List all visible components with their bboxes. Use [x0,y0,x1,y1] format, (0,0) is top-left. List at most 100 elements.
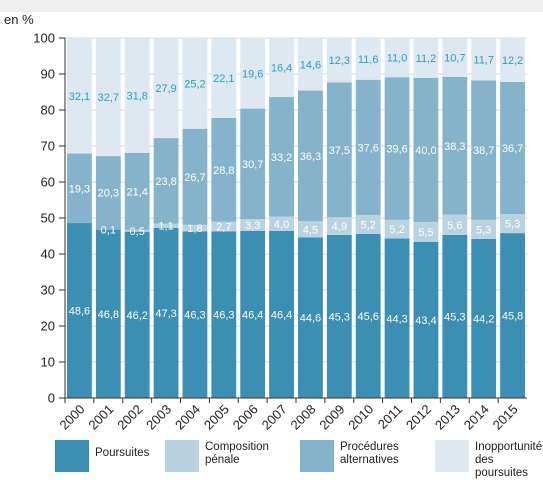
data-label: 45,3 [329,311,350,323]
data-label: 5,3 [476,224,491,236]
legend-swatch [435,440,469,472]
data-label: 1,1 [158,221,173,233]
x-tick-label: 2012 [403,402,434,433]
data-label: 25,2 [184,78,205,90]
x-tick-label: 2002 [114,402,145,433]
data-label: 32,1 [69,91,90,103]
data-label: 2,7 [216,221,231,233]
data-label: 32,7 [98,92,119,104]
data-label: 11,0 [387,52,408,64]
data-label: 11,6 [358,54,379,66]
legend-label: Poursuites [95,447,149,460]
data-label: 38,7 [473,145,494,157]
data-label: 46,4 [271,309,292,321]
y-tick-label: 90 [41,67,55,82]
x-tick-label: 2013 [432,402,463,433]
legend-swatch [165,440,199,472]
x-tick-label: 2011 [375,402,405,432]
x-tick-label: 2015 [490,402,521,433]
data-label: 39,6 [386,144,407,156]
data-label: 46,4 [242,309,263,321]
data-label: 28,8 [213,165,234,177]
data-label: 47,3 [155,308,176,320]
data-label: 30,7 [242,159,263,171]
data-label: 45,6 [357,311,378,323]
data-label: 12,3 [329,55,350,67]
x-tick-label: 2010 [345,402,376,433]
data-label: 11,2 [416,53,437,65]
x-tick-label: 2003 [143,402,174,433]
data-label: 11,7 [473,54,494,66]
data-label: 38,3 [444,141,465,153]
y-tick-label: 50 [41,211,55,226]
data-label: 5,2 [389,224,404,236]
data-label: 31,8 [126,91,147,103]
top-band [0,0,543,12]
data-label: 43,4 [415,315,436,327]
data-label: 46,8 [98,309,119,321]
data-label: 3,3 [245,220,260,232]
data-label: 46,3 [184,310,205,322]
data-label: 45,8 [502,311,523,323]
data-label: 23,8 [155,176,176,188]
y-tick-label: 60 [41,175,55,190]
data-label: 4,5 [303,224,318,236]
x-tick-label: 2014 [461,402,492,433]
x-tick-label: 2000 [57,402,88,433]
data-label: 48,6 [69,306,90,318]
x-tick-label: 2008 [288,402,319,433]
data-label: 37,5 [329,145,350,157]
data-label: 5,6 [447,220,462,232]
y-tick-label: 10 [41,355,55,370]
data-label: 46,2 [126,310,147,322]
data-label: 27,9 [155,83,176,95]
data-label: 22,1 [213,73,234,85]
legend-label: Procédures alternatives [340,441,399,467]
data-label: 0,5 [130,226,145,238]
data-label: 0,1 [101,224,116,236]
y-tick-label: 20 [41,319,55,334]
data-label: 21,4 [126,186,147,198]
y-tick-label: 0 [48,391,55,406]
data-label: 12,2 [502,55,523,67]
y-tick-label: 100 [33,31,55,46]
x-tick-label: 2009 [316,402,347,433]
x-tick-label: 2004 [172,402,203,433]
x-tick-label: 2007 [259,402,290,433]
legend-label: Inopportunité des poursuites [475,441,542,480]
x-tick-label: 2006 [230,402,261,433]
y-tick-label: 80 [41,103,55,118]
data-label: 40,0 [415,145,436,157]
data-label: 1,8 [187,223,202,235]
legend-swatch [55,440,89,472]
data-label: 4,9 [332,221,347,233]
data-label: 46,3 [213,310,234,322]
data-label: 37,6 [357,142,378,154]
data-label: 5,5 [418,227,433,239]
data-label: 14,6 [300,59,321,71]
data-label: 20,3 [98,188,119,200]
x-tick-label: 2001 [85,402,116,433]
data-label: 44,6 [300,313,321,325]
legend: Poursuites Composition pénale Procédures a… [55,437,540,477]
y-tick-label: 40 [41,247,55,262]
y-tick-label: 70 [41,139,55,154]
data-label: 44,3 [386,313,407,325]
legend-swatch [300,440,334,472]
data-label: 10,7 [444,53,465,65]
data-label: 4,0 [274,219,289,231]
y-axis-title: en % [4,12,34,27]
data-label: 19,3 [69,183,90,195]
data-label: 5,2 [361,219,376,231]
data-label: 19,6 [242,68,263,80]
x-tick-label: 2005 [201,402,232,433]
data-label: 44,2 [473,313,494,325]
data-label: 45,3 [444,311,465,323]
data-label: 33,2 [271,152,292,164]
data-label: 5,3 [505,219,520,231]
data-label: 16,4 [271,63,292,75]
data-label: 36,3 [300,151,321,163]
legend-label: Composition pénale [205,441,269,467]
